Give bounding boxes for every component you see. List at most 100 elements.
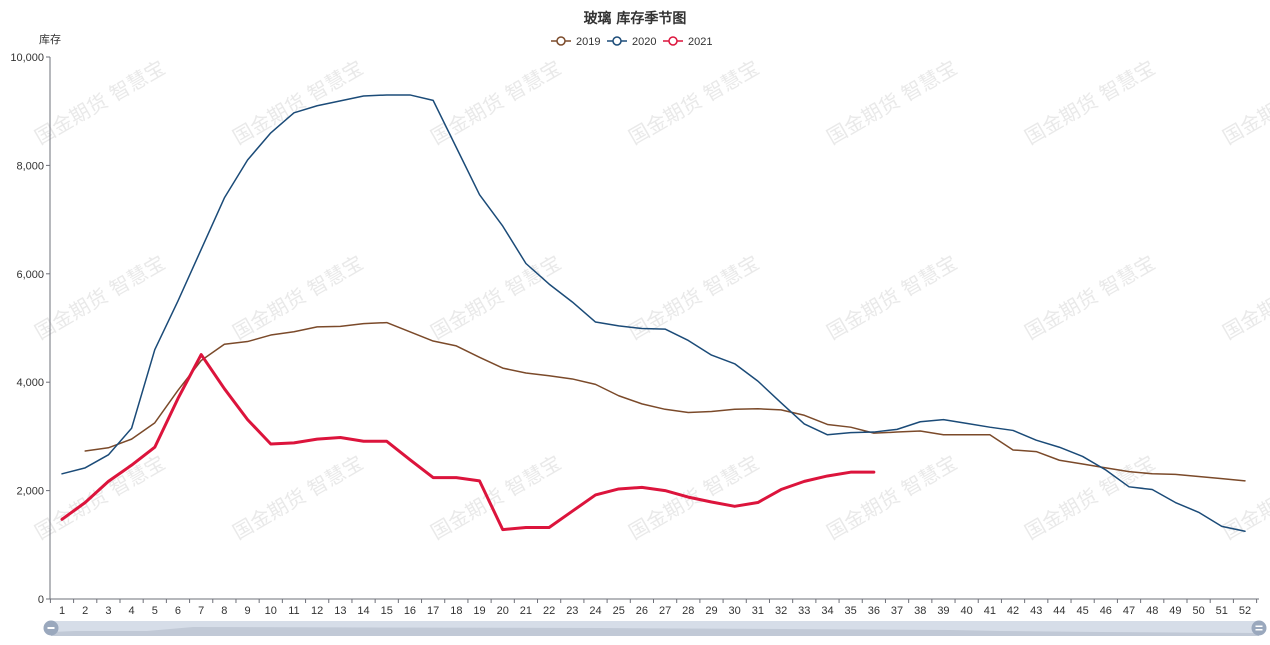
legend-label: 2019	[576, 36, 600, 48]
x-tick-label: 43	[1030, 605, 1042, 617]
watermark-text: 国金期货 智慧宝	[31, 55, 170, 149]
zoom-preview-area	[51, 627, 1259, 636]
x-tick-label: 47	[1123, 605, 1135, 617]
x-tick-label: 29	[705, 605, 717, 617]
x-tick-label: 17	[427, 605, 439, 617]
x-tick-label: 12	[311, 605, 323, 617]
watermark-text: 国金期货 智慧宝	[823, 450, 962, 544]
y-tick-label: 0	[38, 594, 44, 606]
zoom-handle-right[interactable]	[1251, 620, 1267, 636]
series-line-2019	[84, 321, 1246, 482]
x-tick-label: 16	[404, 605, 416, 617]
watermark-text: 国金期货 智慧宝	[1021, 55, 1160, 149]
x-tick-label: 51	[1216, 605, 1228, 617]
series-line-2021	[60, 353, 876, 532]
legend-item-2021[interactable]: 2021	[663, 36, 712, 48]
watermark-text: 国金期货 智慧宝	[1219, 450, 1270, 544]
watermark-text: 国金期货 智慧宝	[1219, 250, 1270, 344]
x-tick-label: 15	[381, 605, 393, 617]
zoom-handle-left[interactable]	[43, 620, 59, 636]
x-tick-label: 25	[613, 605, 625, 617]
legend-item-2020[interactable]: 2020	[607, 36, 656, 48]
x-tick-label: 30	[729, 605, 741, 617]
watermark-text: 国金期货 智慧宝	[229, 55, 368, 149]
legend-label: 2021	[688, 36, 712, 48]
watermark-text: 国金期货 智慧宝	[31, 450, 170, 544]
x-tick-label: 28	[682, 605, 694, 617]
x-tick-label: 6	[175, 605, 181, 617]
x-tick-label: 20	[497, 605, 509, 617]
legend-label: 2020	[632, 36, 656, 48]
x-tick-label: 44	[1053, 605, 1065, 617]
x-tick-label: 19	[473, 605, 485, 617]
legend-marker	[612, 36, 622, 46]
y-tick-label: 4,000	[16, 377, 44, 389]
x-tick-label: 32	[775, 605, 787, 617]
x-tick-label: 1	[59, 605, 65, 617]
x-tick-label: 3	[105, 605, 111, 617]
x-tick-label: 52	[1239, 605, 1251, 617]
watermark-text: 国金期货 智慧宝	[823, 55, 962, 149]
x-tick-label: 14	[357, 605, 369, 617]
x-tick-label: 4	[129, 605, 135, 617]
x-axis: 1 2 3 4 5 6 7 8 9 10 11 12 13 14 15 16 17 18 19 20 21 22 23 24 2…	[49, 598, 1259, 617]
x-tick-label: 38	[914, 605, 926, 617]
x-tick-label: 5	[152, 605, 158, 617]
x-tick-label: 49	[1169, 605, 1181, 617]
legend-marker	[668, 36, 678, 46]
x-tick-label: 11	[288, 605, 299, 617]
x-tick-label: 36	[868, 605, 880, 617]
x-tick-label: 41	[984, 605, 996, 617]
y-tick-label: 8,000	[16, 160, 44, 172]
x-tick-label: 18	[450, 605, 462, 617]
watermark-text: 国金期货 智慧宝	[1219, 55, 1270, 149]
x-tick-label: 35	[845, 605, 857, 617]
y-tick-label: 2,000	[16, 486, 44, 498]
x-tick-label: 10	[265, 605, 277, 617]
x-tick-label: 23	[566, 605, 578, 617]
legend-item-2019[interactable]: 2019	[551, 36, 600, 48]
y-axis: 0 2,000 4,000 6,000 8,000 10,000	[10, 52, 51, 606]
watermark-text: 国金期货 智慧宝	[823, 250, 962, 344]
watermark-text: 国金期货 智慧宝	[427, 450, 566, 544]
series-layer	[60, 94, 1246, 532]
legend-marker	[556, 36, 566, 46]
x-tick-label: 34	[821, 605, 833, 617]
legend[interactable]: 2019 2020 2021	[551, 36, 712, 48]
x-tick-label: 46	[1100, 605, 1112, 617]
x-tick-label: 40	[961, 605, 973, 617]
watermark-text: 国金期货 智慧宝	[229, 450, 368, 544]
watermark-text: 国金期货 智慧宝	[31, 250, 170, 344]
x-tick-label: 48	[1146, 605, 1158, 617]
x-tick-label: 9	[245, 605, 251, 617]
watermark-text: 国金期货 智慧宝	[427, 250, 566, 344]
watermark-text: 国金期货 智慧宝	[1021, 450, 1160, 544]
x-tick-label: 2	[82, 605, 88, 617]
x-tick-label: 26	[636, 605, 648, 617]
x-tick-label: 13	[334, 605, 346, 617]
x-tick-label: 37	[891, 605, 903, 617]
series-line-2020	[61, 94, 1246, 532]
watermark-text: 国金期货 智慧宝	[1021, 250, 1160, 344]
x-tick-label: 50	[1192, 605, 1204, 617]
watermark-text: 国金期货 智慧宝	[427, 55, 566, 149]
x-tick-label: 24	[589, 605, 601, 617]
x-tick-label: 45	[1077, 605, 1089, 617]
x-tick-label: 33	[798, 605, 810, 617]
x-tick-label: 8	[221, 605, 227, 617]
x-tick-label: 27	[659, 605, 671, 617]
y-tick-label: 10,000	[10, 52, 44, 64]
x-tick-label: 22	[543, 605, 555, 617]
x-tick-label: 39	[937, 605, 949, 617]
x-tick-label: 21	[520, 605, 532, 617]
watermark-text: 国金期货 智慧宝	[625, 250, 764, 344]
x-tick-label: 31	[752, 605, 764, 617]
watermark-text: 国金期货 智慧宝	[625, 55, 764, 149]
x-tick-label: 42	[1007, 605, 1019, 617]
watermark-layer: 国金期货 智慧宝 国金期货 智慧宝 国金期货 智慧宝 国金期货 智慧宝 国金期货 智慧宝…	[31, 55, 1270, 544]
y-axis-label: 库存	[39, 32, 61, 46]
data-zoom-slider[interactable]	[43, 620, 1267, 637]
x-tick-label: 7	[198, 605, 204, 617]
